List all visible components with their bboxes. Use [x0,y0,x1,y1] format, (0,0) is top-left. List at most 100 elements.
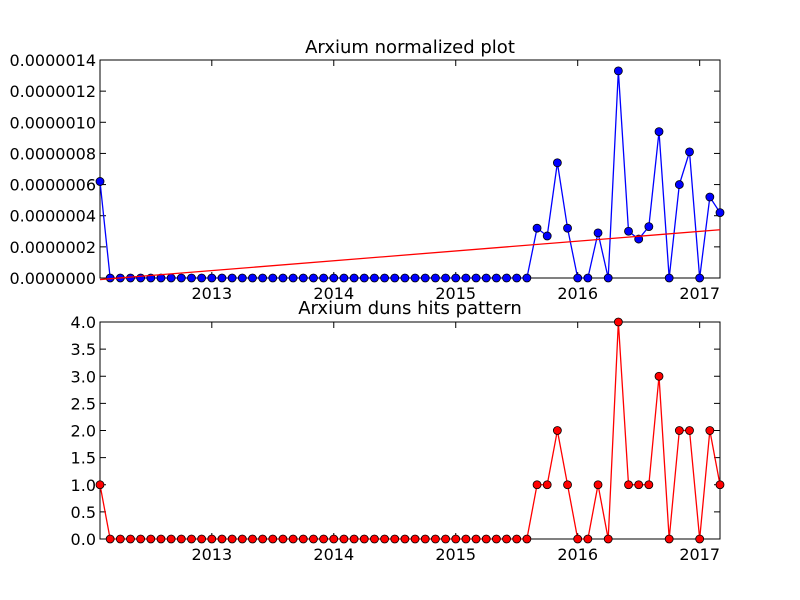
data-point [227,273,237,283]
y-tick-label: 0.0 [71,530,96,549]
y-tick-label: 0.0000002 [9,238,96,257]
data-point [319,273,329,283]
data-point [664,273,674,283]
data-point [695,273,705,283]
data-point [471,534,481,544]
data-point [126,273,135,283]
y-tick-label: 0.0000012 [9,82,96,101]
data-point [674,426,684,435]
x-tick-label: 2016 [557,284,598,303]
data-point [674,180,684,189]
data-point [136,273,146,283]
data-point [593,480,603,490]
data-point [705,426,715,435]
y-tick-label: 0.0000006 [9,176,96,195]
data-point [227,534,237,544]
data-point [339,534,349,544]
data-point [603,273,613,283]
data-point [319,534,329,544]
y-tick-label: 3.5 [71,340,96,359]
y-tick-label: 0.0000008 [9,144,96,163]
data-point [431,273,440,283]
data-point [217,534,227,544]
data-point [309,534,318,544]
y-tick-label: 1.5 [71,449,96,468]
y-tick-label: 0.0000014 [9,51,96,70]
data-point [298,534,308,544]
data-point [95,480,105,490]
data-point [583,534,593,544]
data-point [664,534,674,544]
data-point [359,534,369,544]
data-point [258,273,268,283]
data-point [237,534,247,544]
data-point [187,534,196,544]
y-axis: 0.0000000 0.0000002 0.0000004 0.0000006 0.00… [9,51,720,288]
data-point [278,273,288,283]
data-point [542,480,552,490]
x-axis: 2013 2014 2015 2016 2017 [191,322,720,564]
data-point [420,273,430,283]
data-point [156,273,166,283]
data-point [654,127,664,137]
data-point [197,273,207,283]
data-point [258,534,268,544]
x-tick-label: 2013 [191,284,232,303]
data-point [644,222,654,232]
data-point [522,534,532,544]
data-point [431,534,440,544]
y-tick-label: 1.0 [71,476,96,495]
data-point [634,480,644,490]
data-point [278,534,288,544]
data-point [624,226,633,236]
data-point [593,228,603,238]
x-tick-label: 2014 [313,545,354,564]
data-point [339,273,349,283]
data-point [481,273,491,283]
data-point [502,273,511,283]
data-point [176,534,186,544]
data-point [552,158,562,168]
series-layer [95,317,725,544]
data-point [349,273,359,283]
data-point [491,534,501,544]
data-point [451,273,461,283]
data-point [624,480,633,490]
data-point [705,192,715,202]
data-point [359,273,369,283]
data-point [685,147,694,157]
data-point [583,273,593,283]
data-point [451,534,461,544]
x-tick-label: 2016 [557,545,598,564]
x-tick-label: 2017 [679,284,720,303]
y-tick-label: 0.0000004 [9,207,96,226]
data-point [197,534,207,544]
data-point [532,480,542,490]
data-point [166,534,176,544]
data-point [400,534,410,544]
data-point [654,371,664,381]
trend-line [99,229,721,281]
data-point [136,534,146,544]
data-point [105,534,115,544]
data-point [156,534,166,544]
data-point [410,534,420,544]
data-point [126,534,135,544]
data-point [695,534,705,544]
data-point [176,273,186,283]
x-tick-label: 2017 [679,545,720,564]
data-point [268,534,278,544]
data-point [166,273,176,283]
data-point [390,273,400,283]
data-point [115,534,125,544]
data-point [685,426,694,435]
data-point [217,273,227,283]
data-point [461,534,471,544]
data-point [207,534,217,544]
y-tick-label: 4.0 [71,313,96,332]
chart-title: Arxium duns hits pattern [298,298,522,319]
data-point [512,534,522,544]
y-tick-label: 0.5 [71,503,96,522]
y-tick-label: 0.0000010 [9,113,96,132]
data-point [715,480,725,490]
